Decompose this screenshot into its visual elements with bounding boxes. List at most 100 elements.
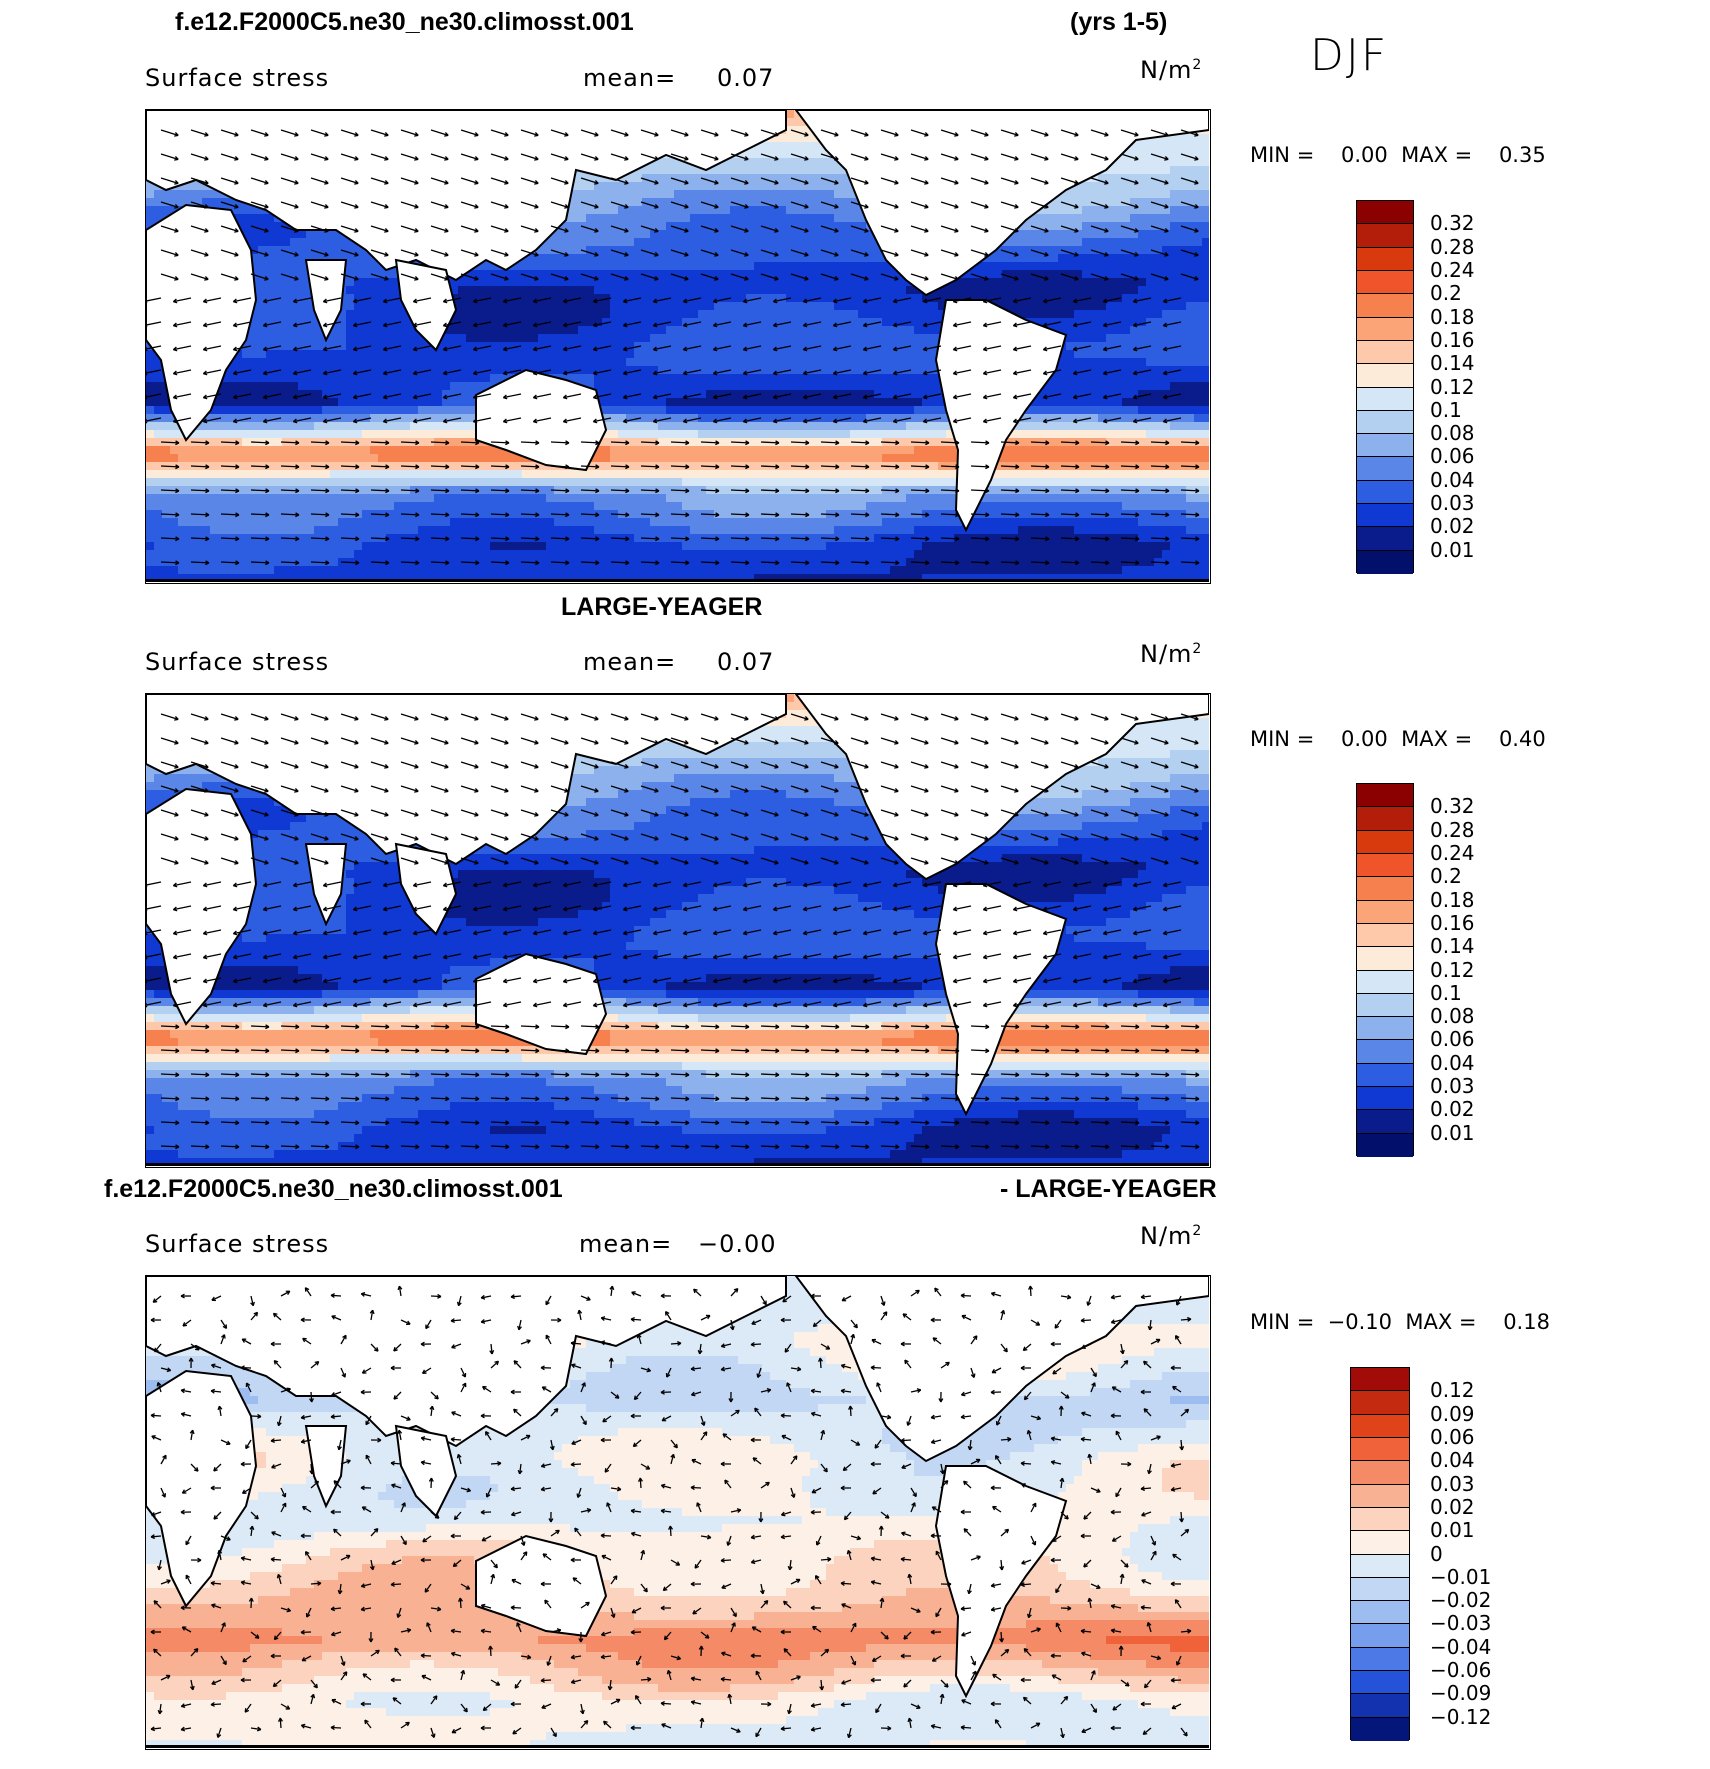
colorbar-tick-label: −0.02 (1430, 1590, 1491, 1610)
panel1-map (145, 109, 1211, 584)
colorbar-swatch (1357, 457, 1413, 481)
colorbar-tick-label: 0.04 (1430, 1053, 1475, 1073)
case-title: f.e12.F2000C5.ne30_ne30.climosst.001 (175, 8, 634, 37)
panel1-mean-value: 0.07 (717, 64, 774, 92)
colorbar-swatch (1357, 970, 1413, 994)
colorbar-swatch (1351, 1484, 1409, 1508)
colorbar-swatch (1351, 1624, 1409, 1648)
colorbar-tick-label: 0.06 (1430, 1029, 1475, 1049)
panel3-mean-value: −0.00 (698, 1230, 777, 1258)
panel3-min-max: MIN = −0.10 MAX = 0.18 (1250, 1310, 1550, 1334)
colorbar-tick-label: 0.12 (1430, 377, 1475, 397)
colorbar-swatch (1357, 1087, 1413, 1111)
colorbar-tick-label: 0.03 (1430, 1474, 1475, 1494)
colorbar-tick-label: 0.16 (1430, 913, 1475, 933)
colorbar-swatch (1351, 1601, 1409, 1625)
panel3-mean-label: mean= (579, 1230, 672, 1258)
panel1-colorbar (1356, 200, 1414, 574)
colorbar-tick-label: −0.03 (1430, 1613, 1491, 1633)
colorbar-swatch (1357, 387, 1413, 411)
colorbar-tick-label: 0.08 (1430, 1006, 1475, 1026)
colorbar-tick-label: 0.28 (1430, 237, 1475, 257)
colorbar-swatch (1357, 830, 1413, 854)
colorbar-tick-label: 0.1 (1430, 983, 1462, 1003)
colorbar-swatch (1357, 270, 1413, 295)
panel3-units: N/m2 (1140, 1222, 1202, 1250)
colorbar-swatch (1357, 923, 1413, 948)
colorbar-tick-label: 0.01 (1430, 540, 1475, 560)
colorbar-swatch (1357, 364, 1413, 388)
colorbar-tick-label: −0.01 (1430, 1567, 1491, 1587)
colorbar-swatch (1357, 900, 1413, 924)
panel2-units: N/m2 (1140, 640, 1202, 668)
colorbar-swatch (1357, 527, 1413, 551)
panel2-variable: Surface stress (145, 648, 329, 676)
colorbar-swatch (1357, 224, 1413, 248)
colorbar-swatch (1357, 1017, 1413, 1041)
colorbar-tick-label: 0.16 (1430, 330, 1475, 350)
colorbar-tick-label: 0.32 (1430, 796, 1475, 816)
colorbar-tick-label: 0.02 (1430, 1099, 1475, 1119)
colorbar-swatch (1351, 1437, 1409, 1462)
colorbar-tick-label: 0.03 (1430, 1076, 1475, 1096)
colorbar-swatch (1357, 1040, 1413, 1064)
colorbar-swatch (1357, 1063, 1413, 1088)
colorbar-swatch (1351, 1507, 1409, 1532)
colorbar-tick-label: 0.24 (1430, 843, 1475, 863)
colorbar-tick-label: 0.12 (1430, 960, 1475, 980)
colorbar-tick-label: 0.32 (1430, 213, 1475, 233)
colorbar-swatch (1351, 1671, 1409, 1695)
colorbar-swatch (1357, 480, 1413, 505)
colorbar-swatch (1351, 1647, 1409, 1672)
colorbar-swatch (1351, 1577, 1409, 1602)
colorbar-tick-label: −0.09 (1430, 1683, 1491, 1703)
panel2-mean-label: mean= (583, 648, 676, 676)
colorbar-tick-label: 0.01 (1430, 1123, 1475, 1143)
colorbar-swatch (1357, 317, 1413, 341)
colorbar-swatch (1357, 877, 1413, 901)
colorbar-tick-label: 0.14 (1430, 353, 1475, 373)
colorbar-swatch (1357, 993, 1413, 1018)
colorbar-tick-label: 0.12 (1430, 1380, 1475, 1400)
colorbar-tick-label: 0.14 (1430, 936, 1475, 956)
colorbar-tick-label: −0.04 (1430, 1637, 1491, 1657)
panel2-mean-value: 0.07 (717, 648, 774, 676)
colorbar-swatch (1357, 807, 1413, 831)
colorbar-swatch (1351, 1554, 1409, 1578)
colorbar-tick-label: 0.01 (1430, 1520, 1475, 1540)
colorbar-tick-label: 0.08 (1430, 423, 1475, 443)
colorbar-swatch (1357, 784, 1413, 808)
panel3-colorbar (1350, 1367, 1410, 1741)
colorbar-tick-label: 0.18 (1430, 890, 1475, 910)
colorbar-tick-label: 0.09 (1430, 1404, 1475, 1424)
panel3-heading-left: f.e12.F2000C5.ne30_ne30.climosst.001 (104, 1175, 563, 1204)
colorbar-swatch (1357, 550, 1413, 574)
colorbar-tick-label: 0.04 (1430, 1450, 1475, 1470)
colorbar-tick-label: 0.02 (1430, 1497, 1475, 1517)
panel3-variable: Surface stress (145, 1230, 329, 1258)
panel2-heading: LARGE-YEAGER (561, 593, 762, 622)
panel3-map-canvas (146, 1276, 1209, 1748)
colorbar-tick-label: 0 (1430, 1544, 1443, 1564)
colorbar-swatch (1357, 294, 1413, 318)
colorbar-swatch (1351, 1414, 1409, 1438)
colorbar-tick-label: 0.24 (1430, 260, 1475, 280)
panel1-min-max: MIN = 0.00 MAX = 0.35 (1250, 143, 1546, 167)
colorbar-tick-label: 0.03 (1430, 493, 1475, 513)
colorbar-swatch (1357, 853, 1413, 878)
panel1-variable: Surface stress (145, 64, 329, 92)
panel2-colorbar (1356, 783, 1414, 1157)
colorbar-tick-label: 0.18 (1430, 307, 1475, 327)
colorbar-swatch (1351, 1391, 1409, 1415)
colorbar-tick-label: −0.06 (1430, 1660, 1491, 1680)
colorbar-swatch (1351, 1531, 1409, 1555)
colorbar-swatch (1351, 1694, 1409, 1718)
colorbar-swatch (1357, 1110, 1413, 1134)
panel2-map-canvas (146, 694, 1209, 1166)
season-label: DJF (1310, 30, 1388, 81)
colorbar-tick-label: −0.12 (1430, 1707, 1491, 1727)
panel2-map (145, 693, 1211, 1168)
colorbar-swatch (1357, 504, 1413, 528)
colorbar-swatch (1357, 410, 1413, 435)
colorbar-tick-label: 0.06 (1430, 1427, 1475, 1447)
